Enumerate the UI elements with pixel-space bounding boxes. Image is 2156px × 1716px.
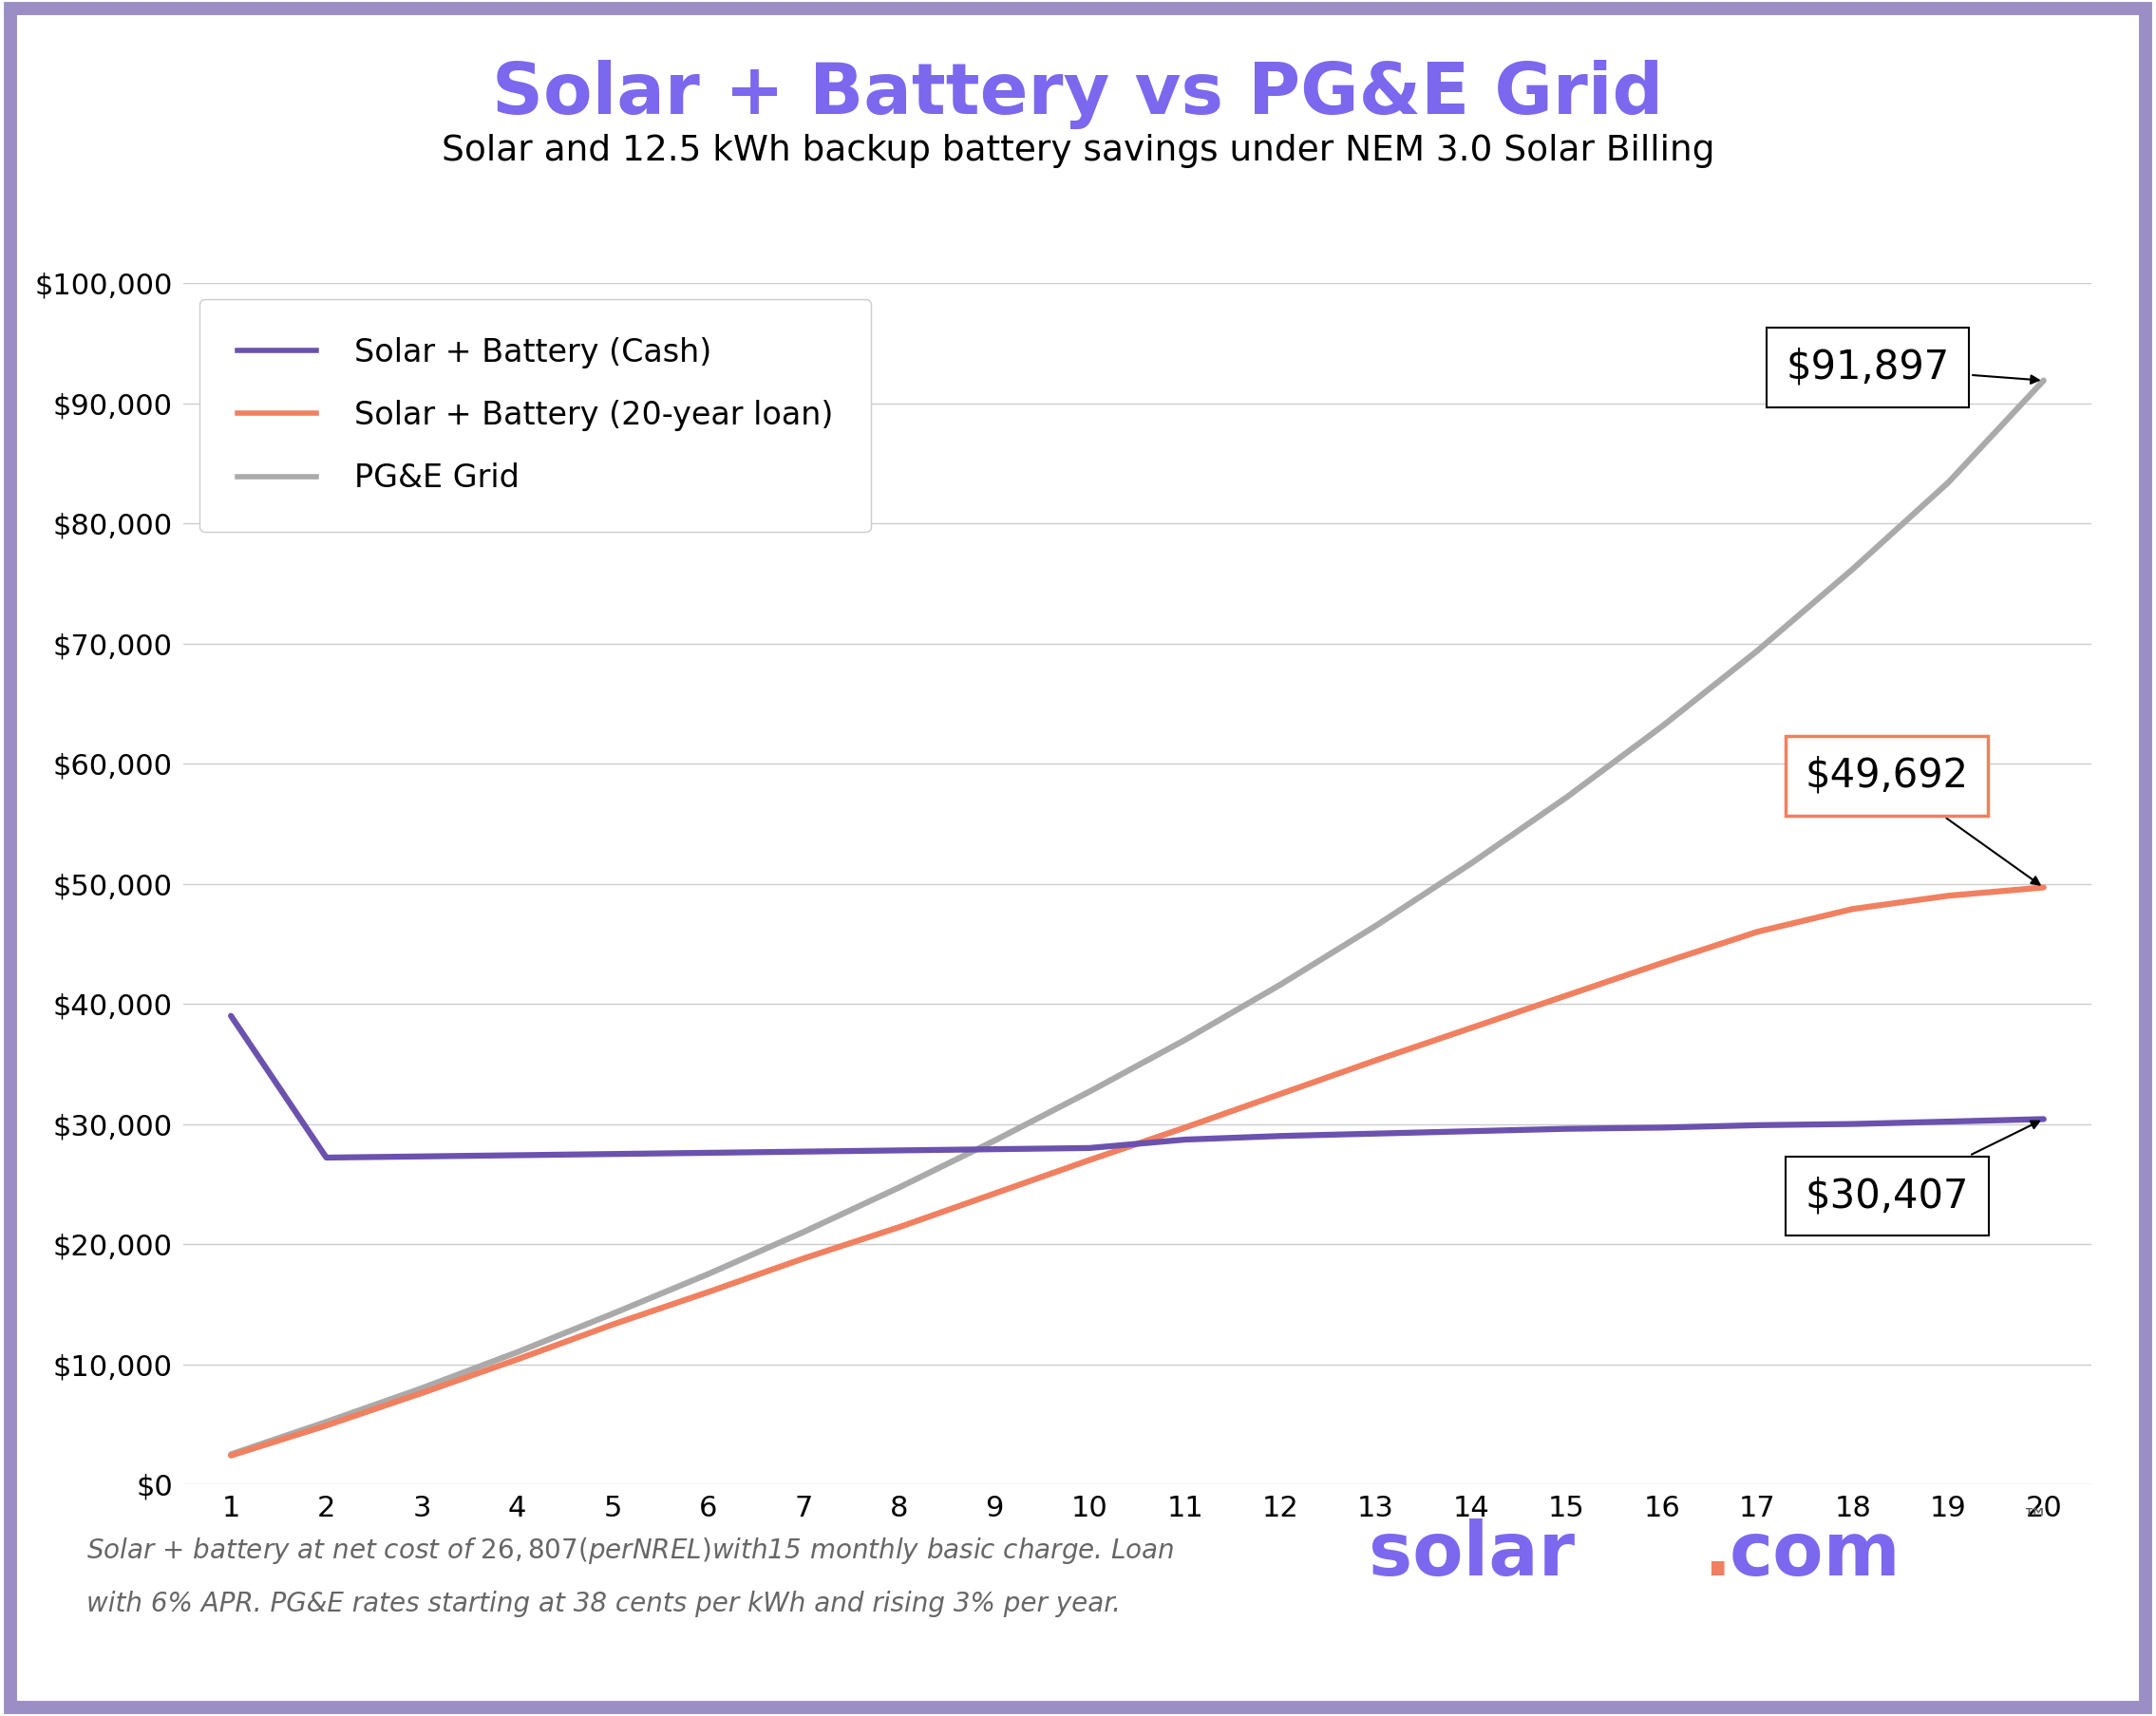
Text: Solar and 12.5 kWh backup battery savings under NEM 3.0 Solar Billing: Solar and 12.5 kWh backup battery saving…	[442, 134, 1714, 168]
Text: $30,407: $30,407	[1805, 1121, 2040, 1217]
Text: ™: ™	[2022, 1505, 2048, 1532]
Text: $91,897: $91,897	[1785, 347, 2040, 388]
Text: with 6% APR. PG&E rates starting at 38 cents per kWh and rising 3% per year.: with 6% APR. PG&E rates starting at 38 c…	[86, 1591, 1121, 1616]
Text: $49,692: $49,692	[1805, 755, 2040, 885]
Text: Solar + battery at net cost of $26,807 (per NREL) with $15 monthly basic charge.: Solar + battery at net cost of $26,807 (…	[86, 1536, 1175, 1567]
Text: com: com	[1729, 1519, 1902, 1591]
Text: .: .	[1703, 1519, 1731, 1591]
Text: solar: solar	[1369, 1519, 1576, 1591]
Legend: Solar + Battery (Cash), Solar + Battery (20-year loan), PG&E Grid: Solar + Battery (Cash), Solar + Battery …	[198, 299, 871, 532]
Text: Solar + Battery vs PG&E Grid: Solar + Battery vs PG&E Grid	[492, 60, 1664, 129]
